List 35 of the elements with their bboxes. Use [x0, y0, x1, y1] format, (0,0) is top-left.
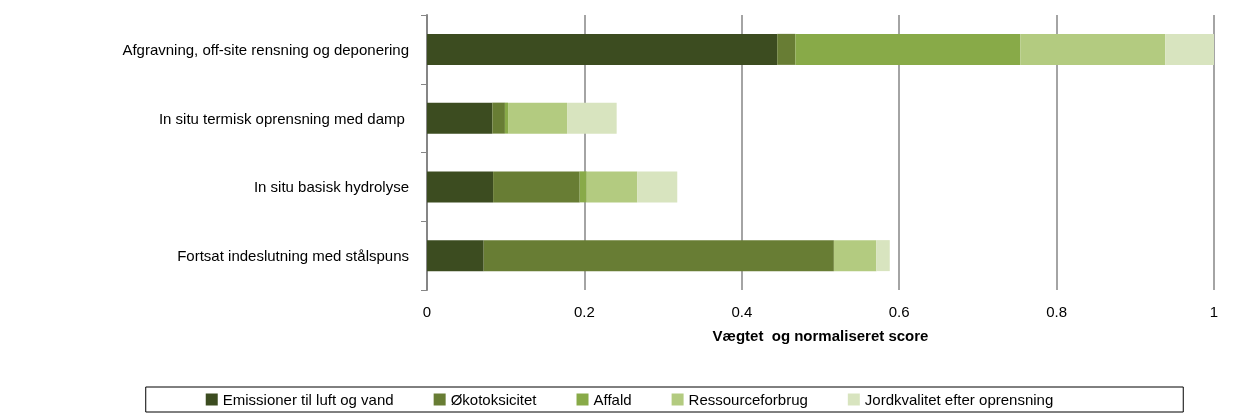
bar — [427, 102, 493, 134]
y-tick-label: In situ termisk oprensning med damp — [158, 109, 409, 127]
bar — [1165, 33, 1214, 65]
bar — [493, 171, 580, 203]
y-tick-label: In situ basisk hydrolyse — [253, 178, 409, 196]
bar — [637, 171, 678, 203]
x-tick-label: 0.2 — [573, 303, 595, 320]
x-tick-label: 0.8 — [1046, 303, 1068, 320]
legend-label: Affald — [593, 391, 632, 408]
bar — [876, 240, 890, 272]
x-tick-label: 0.6 — [888, 303, 910, 320]
bar — [483, 240, 834, 272]
x-axis-title: Vægtet og normaliseret score — [712, 327, 929, 344]
bar — [427, 33, 778, 65]
bar — [427, 240, 484, 272]
x-tick-label: 0.4 — [731, 303, 753, 320]
bar — [508, 102, 568, 134]
x-tick-label: 1 — [1209, 303, 1219, 320]
bar — [504, 102, 509, 134]
bar — [833, 240, 877, 272]
bar — [586, 171, 638, 203]
x-tick-label: 0 — [422, 303, 432, 320]
bar — [579, 171, 587, 203]
bar — [795, 33, 1021, 65]
bar — [1020, 33, 1166, 65]
legend-label: Emissioner til luft og vand — [222, 391, 394, 408]
y-tick-label: Fortsat indeslutning med stålspuns — [177, 247, 409, 265]
bar — [492, 102, 505, 134]
legend-label: Jordkvalitet efter oprensning — [864, 391, 1054, 408]
y-tick-label: Afgravning, off-site rensning og deponering — [122, 40, 409, 58]
bar — [777, 33, 796, 65]
bar — [567, 102, 617, 134]
legend-label: Økotoksicitet — [450, 391, 538, 408]
legend-label: Ressourceforbrug — [688, 391, 808, 408]
bar — [427, 171, 494, 203]
